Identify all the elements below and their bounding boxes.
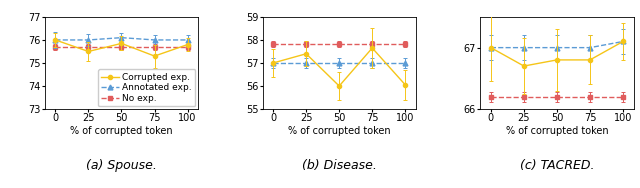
X-axis label: % of corrupted token: % of corrupted token: [506, 126, 608, 136]
Legend: Corrupted exp., Annotated exp., No exp.: Corrupted exp., Annotated exp., No exp.: [98, 69, 195, 106]
X-axis label: % of corrupted token: % of corrupted token: [288, 126, 390, 136]
Text: (a) Spouse.: (a) Spouse.: [86, 159, 157, 172]
Text: (b) Disease.: (b) Disease.: [302, 159, 376, 172]
Text: (c) TACRED.: (c) TACRED.: [520, 159, 594, 172]
X-axis label: % of corrupted token: % of corrupted token: [70, 126, 173, 136]
